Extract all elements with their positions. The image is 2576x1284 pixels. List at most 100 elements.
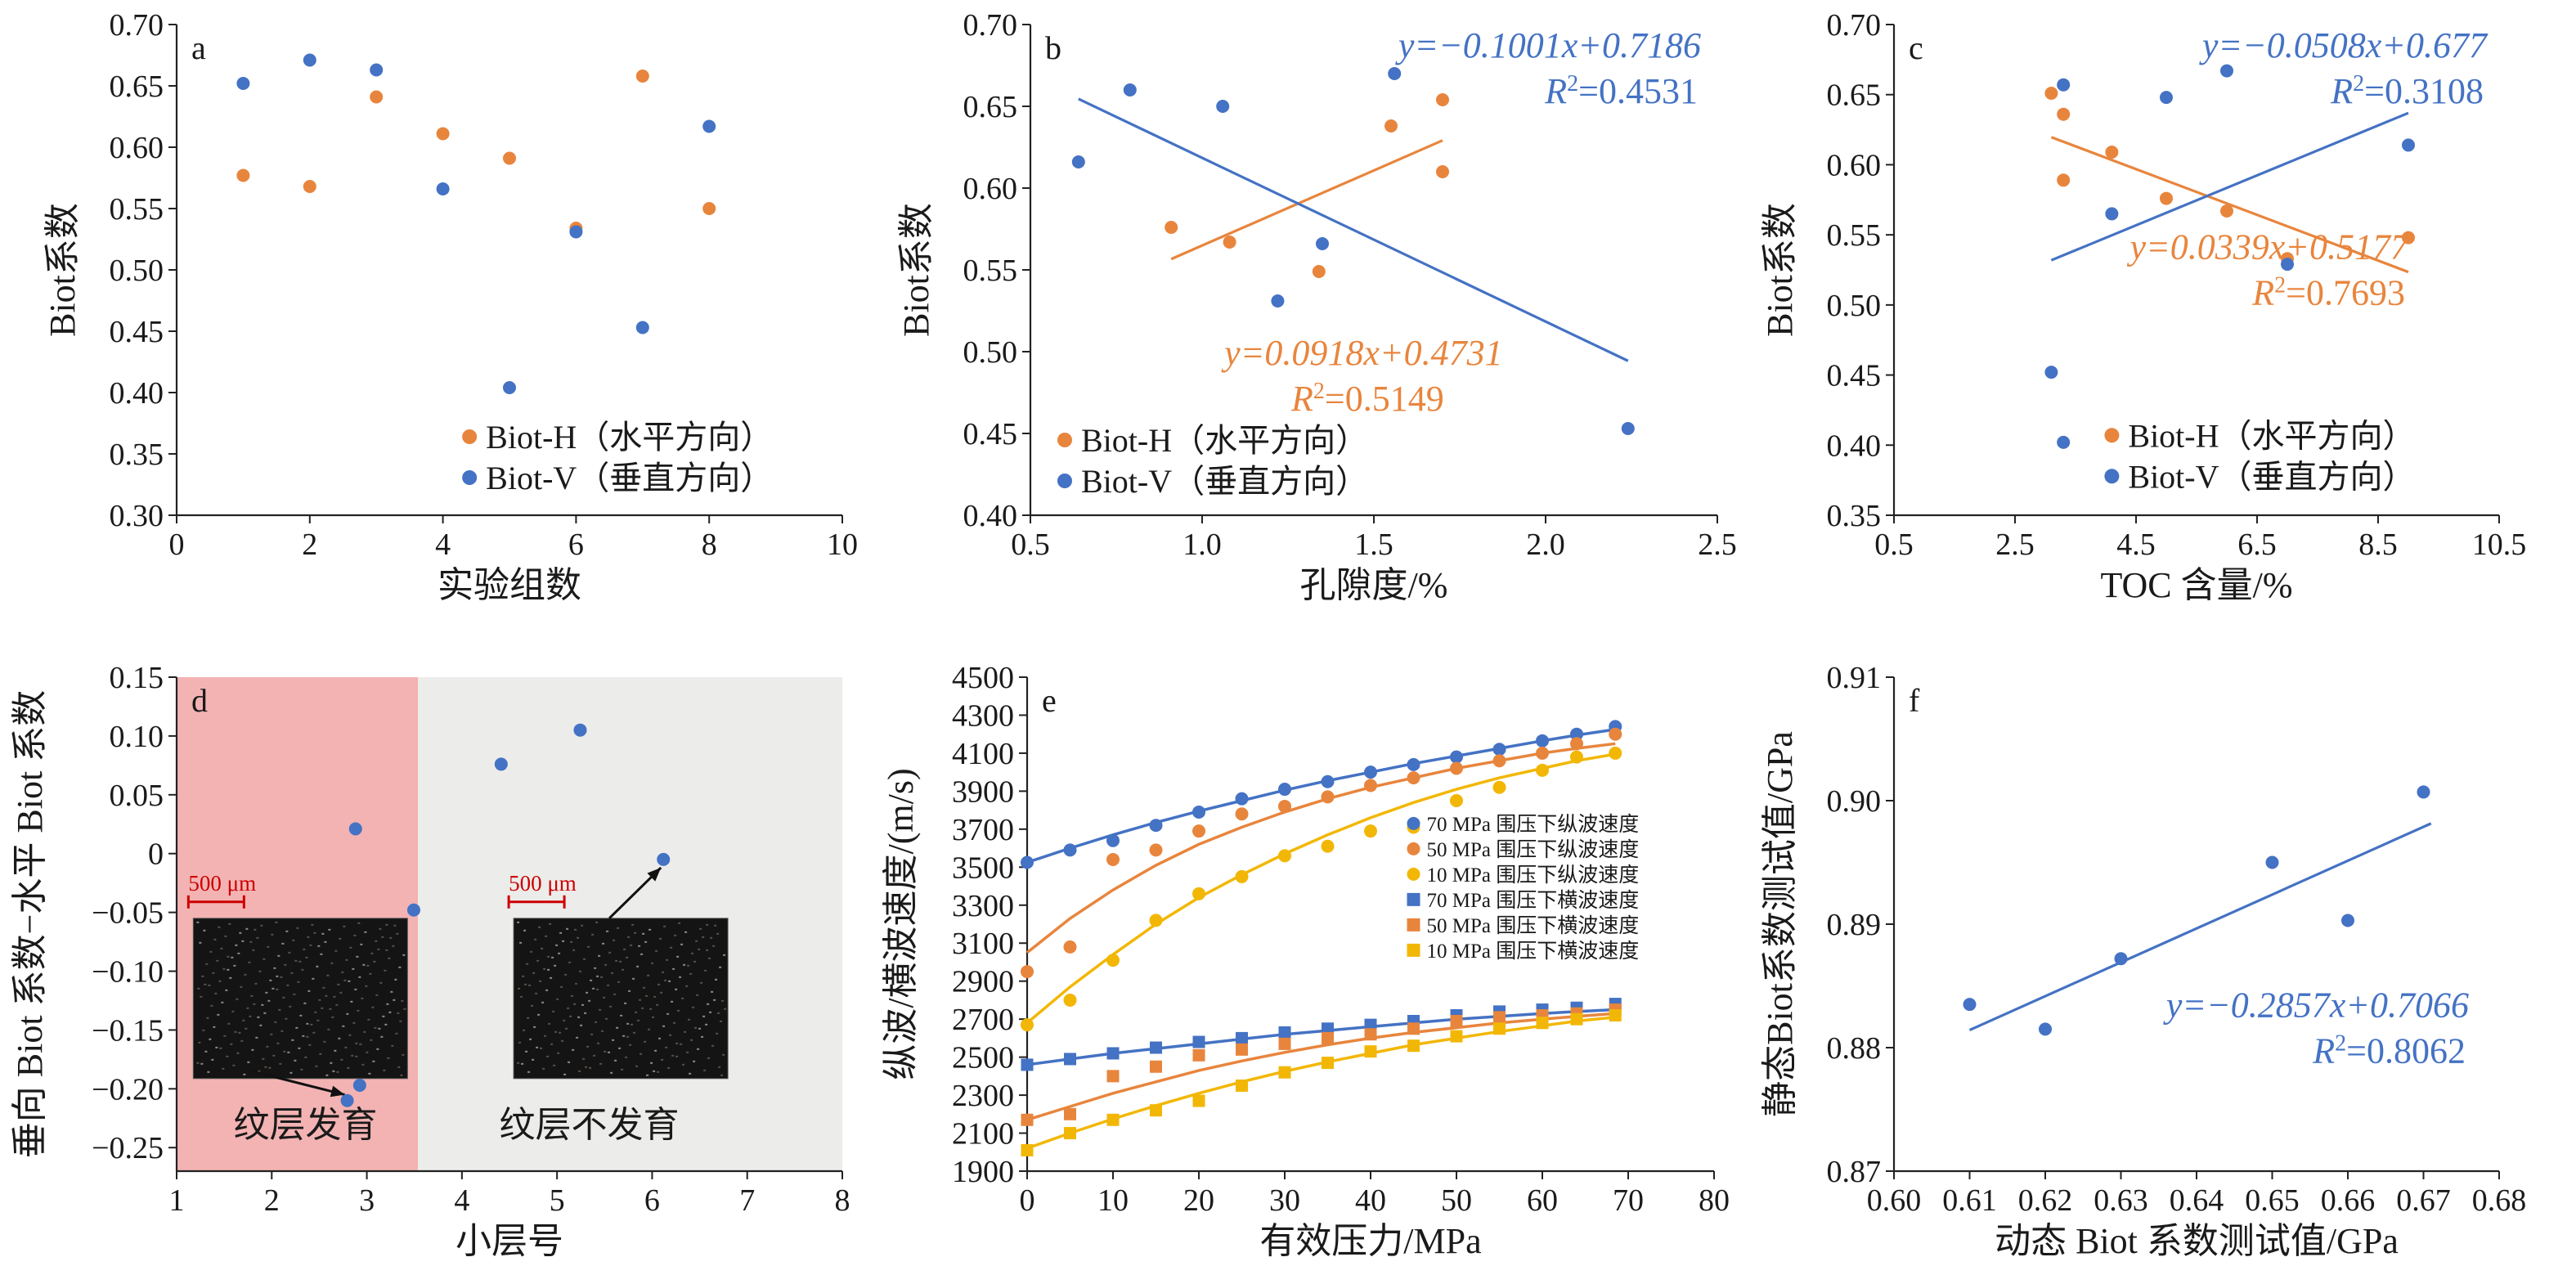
data-point — [436, 127, 450, 141]
micrograph-grain — [623, 948, 626, 950]
micrograph-grain — [621, 1068, 624, 1071]
micrograph-grain — [712, 945, 716, 947]
micrograph-grain — [613, 993, 617, 995]
micrograph-grain — [305, 956, 308, 959]
y-tick-label: 0.60 — [963, 172, 1018, 206]
micrograph-grain — [241, 940, 245, 942]
micrograph-grain — [652, 1016, 655, 1018]
micrograph-grain — [312, 977, 315, 980]
micrograph-grain — [698, 948, 701, 950]
data-point — [1106, 833, 1120, 847]
micrograph-grain — [718, 1066, 721, 1068]
micrograph-grain — [597, 1042, 600, 1044]
y-tick-label: 0.91 — [1827, 661, 1882, 695]
micrograph-grain — [396, 932, 399, 935]
micrograph-grain — [644, 941, 648, 943]
micrograph-grain — [313, 932, 316, 934]
micrograph-grain — [331, 1016, 334, 1018]
x-tick-label: 0.67 — [2396, 1183, 2451, 1218]
panel-label: d — [191, 682, 208, 719]
data-point — [303, 53, 316, 67]
legend-label: 50 MPa 围压下横波速度 — [1427, 914, 1640, 937]
data-point — [1407, 771, 1420, 785]
micrograph-grain — [615, 959, 618, 962]
micrograph-grain — [294, 1059, 297, 1062]
micrograph-grain — [578, 1070, 581, 1072]
micrograph-grain — [303, 948, 306, 950]
micrograph-grain — [306, 1035, 309, 1038]
micrograph-grain — [523, 929, 527, 932]
micrograph-grain — [398, 966, 402, 968]
data-point — [1609, 727, 1622, 741]
data-point — [1364, 765, 1377, 779]
r-value: =0.7693 — [2286, 272, 2405, 312]
data-point — [1321, 839, 1335, 853]
micrograph-grain — [596, 975, 599, 977]
micrograph-grain — [675, 1055, 679, 1057]
micrograph-grain — [228, 923, 231, 925]
micrograph-grain — [543, 967, 546, 970]
micrograph-grain — [631, 1023, 634, 1026]
micrograph-grain — [604, 1050, 607, 1053]
micrograph-grain — [519, 941, 523, 944]
micrograph-grain — [559, 1031, 562, 1034]
micrograph-grain — [357, 1009, 360, 1012]
micrograph-grain — [312, 1031, 316, 1034]
fit-equation: y=−0.1001x+0.7186 — [1395, 25, 1701, 65]
data-point — [1064, 1053, 1076, 1066]
micrograph-grain — [586, 1045, 590, 1048]
legend-label: 70 MPa 围压下横波速度 — [1427, 889, 1640, 912]
micrograph-grain — [352, 1021, 356, 1024]
micrograph-grain — [254, 982, 258, 985]
micrograph-grain — [651, 962, 654, 964]
y-tick-label: 2300 — [952, 1079, 1014, 1113]
micrograph-grain — [684, 1030, 687, 1033]
micrograph-grain — [395, 1032, 398, 1035]
micrograph-grain — [303, 1002, 307, 1004]
micrograph-grain — [698, 1027, 702, 1030]
legend-label: 10 MPa 围压下横波速度 — [1427, 940, 1640, 963]
micrograph-grain — [349, 946, 352, 949]
micrograph-grain — [713, 999, 716, 1001]
micrograph-grain — [242, 1019, 245, 1021]
micrograph-grain — [323, 1040, 326, 1043]
micrograph-grain — [391, 1044, 394, 1047]
micrograph-grain — [376, 1048, 379, 1050]
x-tick-label: 4 — [454, 1183, 469, 1218]
data-point — [657, 852, 671, 866]
data-point — [406, 903, 420, 917]
data-point — [1236, 1031, 1248, 1044]
micrograph-grain — [250, 994, 254, 997]
y-tick-label: 0.45 — [963, 417, 1018, 451]
micrograph-grain — [620, 1014, 623, 1017]
legend-label: Biot-V（垂直方向） — [2128, 458, 2415, 495]
x-tick-label: 0.5 — [1011, 528, 1050, 562]
micrograph-grain — [696, 994, 699, 996]
data-point — [1192, 805, 1205, 819]
micrograph-grain — [240, 985, 243, 988]
data-point — [1149, 843, 1163, 857]
micrograph-grain — [581, 924, 584, 927]
data-point — [1963, 998, 1977, 1012]
data-point — [1450, 794, 1463, 807]
micrograph-grain — [247, 1061, 250, 1063]
data-point — [1450, 761, 1463, 775]
data-point — [303, 180, 316, 193]
micrograph-grain — [400, 1074, 403, 1076]
micrograph-grain — [676, 955, 680, 958]
micrograph-grain — [246, 1007, 249, 1009]
micrograph-grain — [517, 921, 520, 923]
micrograph-grain — [622, 1035, 626, 1037]
micrograph-grain — [240, 1039, 244, 1042]
data-point — [1570, 1012, 1583, 1026]
micrograph-grain — [209, 950, 213, 953]
micrograph-grain — [645, 994, 648, 997]
y-tick-label: 0.60 — [110, 131, 164, 165]
micrograph-grain — [204, 983, 207, 985]
panel-a: 0 2 4 6 8 10 0.30 0.35 0.40 0.45 0.50 0.55 0.60 0.65 0… — [43, 8, 858, 605]
micrograph-grain — [344, 1046, 348, 1048]
micrograph-grain — [721, 999, 725, 1002]
micrograph-grain — [525, 1050, 528, 1053]
micrograph-grain — [202, 1029, 205, 1031]
micrograph-grain — [388, 1011, 392, 1013]
